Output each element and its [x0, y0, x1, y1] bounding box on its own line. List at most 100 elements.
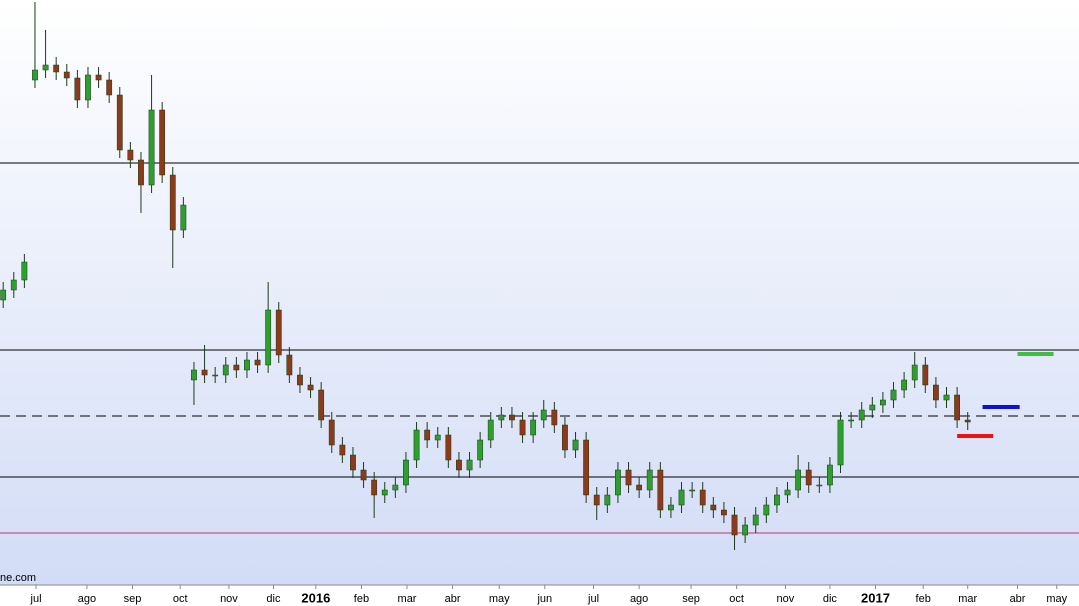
candle-body: [604, 494, 611, 506]
candle-body: [424, 429, 431, 441]
candle-body: [169, 174, 176, 231]
candle-body: [360, 469, 367, 481]
x-tick-label: ago: [78, 593, 96, 605]
candle-body: [487, 419, 494, 441]
candle-body: [572, 439, 579, 451]
watermark: ne.com: [0, 572, 36, 584]
x-tick-label: dic: [823, 593, 838, 605]
candle-body: [668, 504, 674, 511]
candle-body: [964, 419, 971, 423]
candle-body: [275, 309, 282, 356]
candle-body: [201, 369, 208, 376]
candle-body: [371, 479, 378, 496]
candle-body: [509, 414, 515, 421]
candle-body: [551, 409, 558, 426]
candle-body: [445, 434, 452, 461]
candle-body: [477, 439, 484, 461]
candle-body: [530, 419, 537, 436]
candle-body: [127, 149, 134, 161]
x-tick-label: mar: [398, 593, 417, 605]
candle-body: [721, 509, 727, 516]
candle-body: [774, 494, 780, 506]
candle-body: [116, 94, 123, 151]
candle-body: [858, 409, 865, 421]
x-tick-label: feb: [354, 593, 369, 605]
candle-body: [795, 469, 802, 491]
candle-body: [318, 389, 325, 421]
candle-body: [212, 374, 219, 377]
x-tick-label: nov: [777, 593, 795, 605]
candle-body: [434, 434, 441, 441]
candle-body: [466, 459, 473, 471]
candle-body: [784, 489, 791, 496]
candle-body: [837, 419, 844, 466]
x-tick-label: jul: [587, 593, 599, 605]
candle-body: [646, 469, 653, 491]
candle-body: [159, 109, 166, 176]
candle-body: [456, 459, 462, 471]
x-tick-label: jul: [30, 593, 42, 605]
x-tick-label: 2017: [861, 590, 890, 605]
candle-body: [74, 77, 81, 101]
candle-body: [540, 409, 547, 421]
candle-body: [191, 369, 197, 381]
x-tick-label: mar: [958, 593, 977, 605]
candle-body: [593, 494, 600, 506]
candle-body: [519, 419, 526, 436]
candle-body: [890, 389, 897, 401]
x-tick-label: dic: [266, 593, 281, 605]
candle-body: [392, 484, 399, 491]
candle-body: [265, 309, 272, 366]
candle-body: [731, 514, 738, 536]
x-tick-label: 2016: [301, 590, 330, 605]
candle-body: [678, 489, 685, 506]
candle-body: [943, 394, 950, 401]
candle-body: [933, 384, 939, 401]
candle-body: [752, 514, 759, 526]
candle-body: [381, 489, 388, 496]
candle-body: [742, 524, 749, 536]
x-tick-label: sep: [682, 593, 700, 605]
candle-body: [307, 384, 314, 391]
candle-body: [350, 454, 356, 471]
candle-body: [222, 364, 229, 376]
candle-body: [657, 469, 664, 511]
x-tick-label: may: [1046, 593, 1067, 605]
candle-body: [106, 79, 113, 96]
candle-body: [254, 359, 261, 366]
candle-body: [710, 504, 717, 511]
candle-body: [63, 71, 70, 79]
candle-body: [244, 359, 250, 371]
candle-body: [85, 74, 91, 101]
candle-body: [848, 419, 855, 422]
candle-body: [328, 419, 335, 446]
candle-body: [869, 404, 876, 411]
candle-body: [498, 414, 505, 421]
x-tick-label: feb: [916, 593, 931, 605]
candle-body: [339, 444, 346, 456]
candle-body: [233, 364, 240, 371]
candle-body: [32, 69, 38, 81]
x-tick-label: sep: [124, 593, 142, 605]
candle-body: [0, 289, 7, 301]
candle-body: [138, 159, 144, 186]
candle-body: [148, 109, 155, 186]
candle-body: [42, 64, 49, 71]
candle-body: [816, 484, 823, 487]
x-tick-label: abr: [445, 593, 461, 605]
candle-body: [413, 429, 420, 461]
candle-body: [286, 354, 293, 376]
candle-body: [403, 459, 409, 486]
candle-body: [297, 374, 303, 386]
candle-body: [180, 204, 187, 231]
candle-body: [922, 364, 929, 386]
x-tick-label: nov: [220, 593, 238, 605]
candle-body: [689, 489, 696, 492]
candle-body: [615, 469, 621, 496]
x-tick-label: may: [489, 593, 510, 605]
candle-body: [805, 469, 812, 486]
candle-body: [699, 489, 706, 506]
candle-body: [901, 379, 908, 391]
candle-body: [21, 261, 28, 281]
candle-body: [625, 469, 632, 486]
